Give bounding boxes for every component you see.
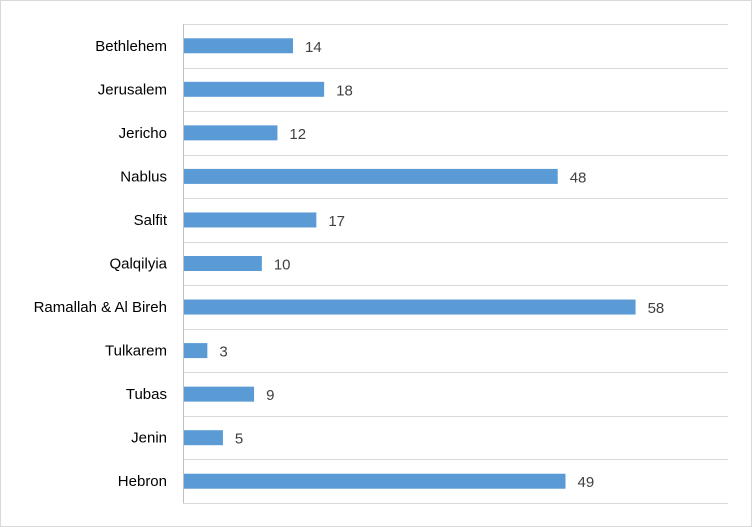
category-label: Jerusalem [98,81,167,98]
bar-nablus [184,168,558,184]
category-label: Ramallah & Al Bireh [34,299,167,316]
category-label: Hebron [118,473,167,490]
category-label: Salfit [134,212,168,229]
value-label: 12 [289,126,306,143]
bar-jericho [184,125,278,141]
bar-qalqilyia [184,256,262,271]
category-label: Nablus [120,168,167,185]
bar-ramallah-al-bireh [184,299,636,315]
value-label: 9 [266,387,274,404]
category-label: Jericho [119,125,167,142]
value-label: 17 [328,213,345,230]
value-label: 10 [274,257,291,274]
category-label: Jenin [131,430,167,447]
bar-tulkarem [184,343,208,359]
value-label: 48 [570,169,587,186]
value-label: 49 [578,474,595,491]
bar-jenin [184,430,223,446]
value-label: 18 [336,82,353,99]
category-label: Qalqilyia [109,256,167,273]
bar-salfit [184,212,317,228]
category-label: Tubas [126,386,167,403]
category-label: Tulkarem [105,343,167,360]
bar-hebron [184,473,566,489]
value-label: 5 [235,431,243,448]
value-label: 14 [305,39,322,56]
value-label: 3 [219,344,227,361]
bar-tubas [184,386,255,402]
value-label: 58 [648,300,665,317]
category-label: Bethlehem [95,38,167,55]
bar-bethlehem [184,38,293,54]
bar-jerusalem [184,81,325,97]
